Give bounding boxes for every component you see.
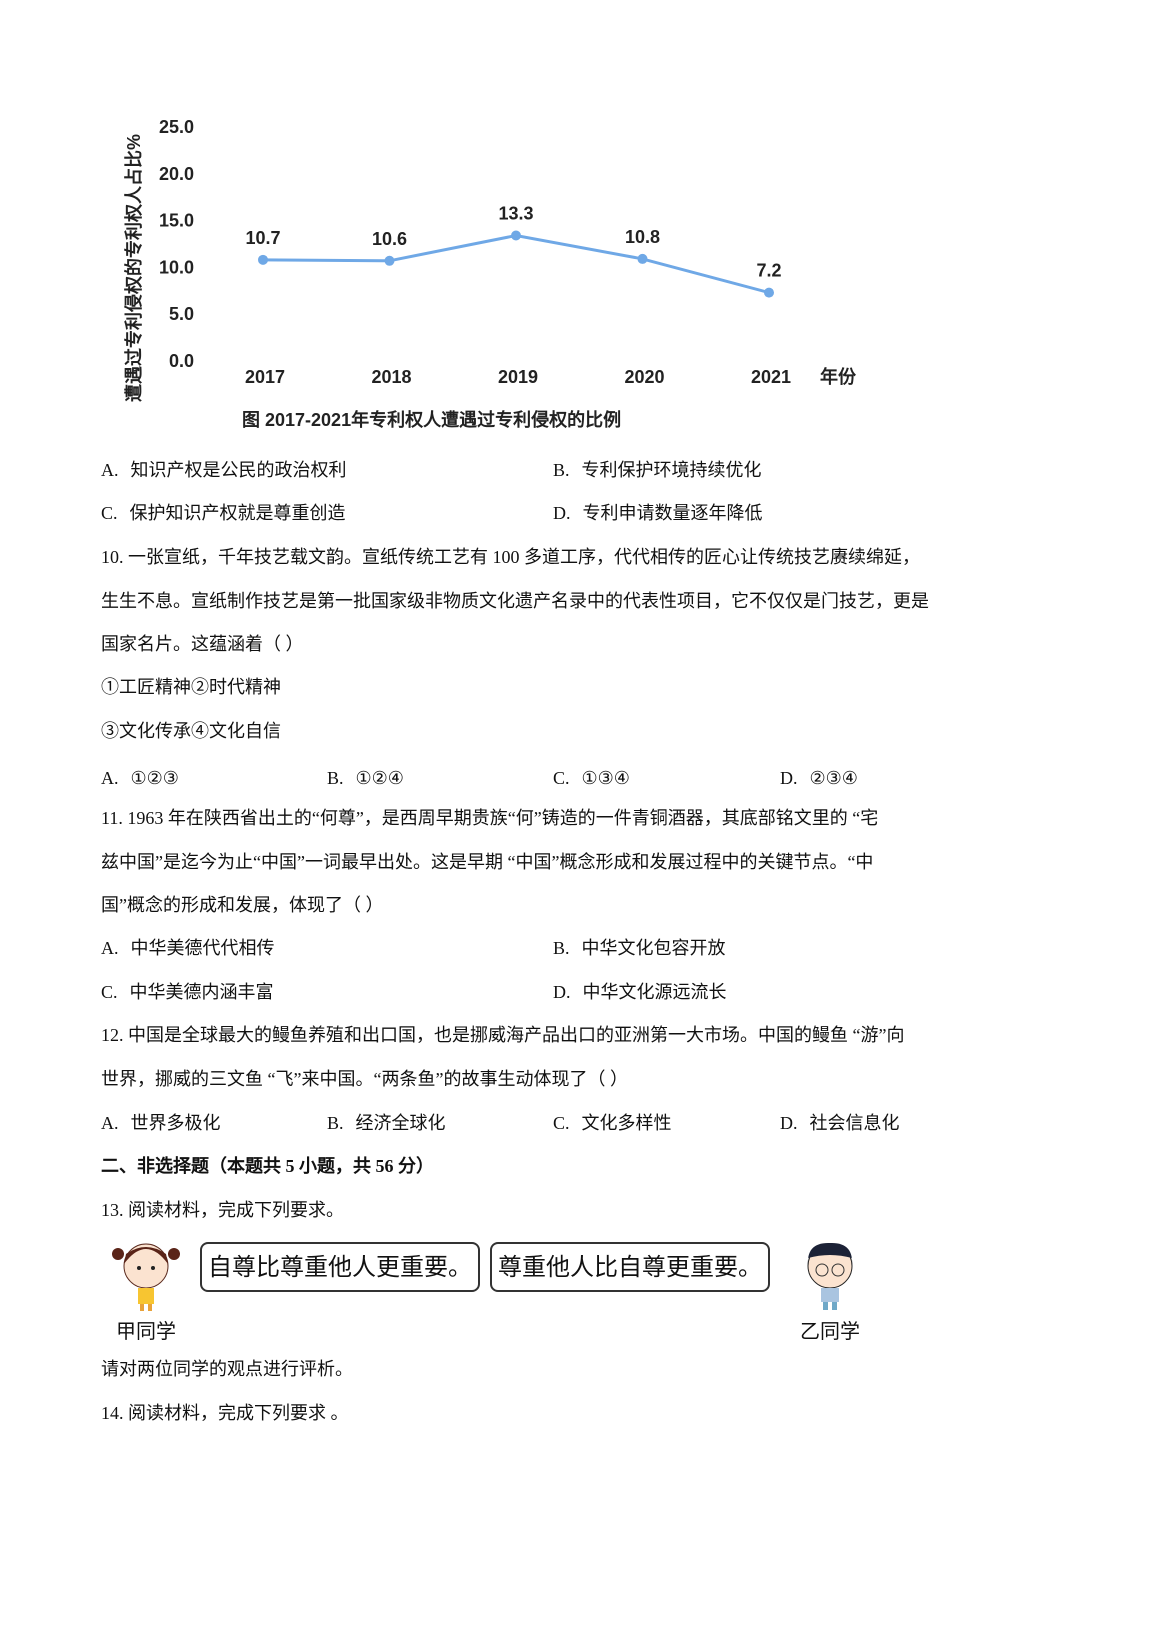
- y-tick-label: 15.0: [159, 211, 194, 231]
- x-tick-label: 2021: [751, 367, 791, 387]
- data-point: [384, 255, 395, 266]
- q10-line: 生生不息。宣纸制作技艺是第一批国家级非物质文化遗产名录中的代表性项目，它不仅仅是…: [101, 591, 929, 611]
- y-axis-label: 遭遇过专利侵权的专利权人占比%: [123, 134, 144, 402]
- girl-illustration: [112, 1243, 180, 1311]
- q12-option-d: D. 社会信息化: [780, 1113, 900, 1133]
- q10-option-c: C. ①③④: [553, 768, 630, 788]
- series-line: [262, 233, 770, 295]
- q12-line: 世界，挪威的三文鱼 “飞”来中国。“两条鱼”的故事生动体现了（ ）: [101, 1069, 628, 1089]
- y-tick-label: 0.0: [169, 351, 194, 371]
- section-heading: 二、非选择题（本题共 5 小题，共 56 分）: [101, 1156, 434, 1176]
- student-a-name: 甲同学: [116, 1319, 176, 1343]
- data-point: [764, 287, 774, 298]
- q10-line: 国家名片。这蕴涵着（ ）: [101, 634, 304, 654]
- q9-option-b: B. 专利保护环境持续优化: [553, 460, 762, 480]
- q13-prompt: 请对两位同学的观点进行评析。: [101, 1359, 353, 1379]
- q11-line: 兹中国”是迄今为止“中国”一词最早出处。这是早期 “中国”概念形成和发展过程中的…: [101, 852, 874, 872]
- q9-option-d: D. 专利申请数量逐年降低: [553, 503, 763, 523]
- data-label: 10.8: [625, 227, 660, 247]
- data-point: [511, 230, 521, 241]
- y-tick-label: 25.0: [159, 117, 194, 137]
- y-tick-label: 5.0: [169, 304, 194, 324]
- data-label: 13.3: [498, 204, 533, 224]
- x-tick-label: 2018: [371, 367, 411, 387]
- x-axis-label: 年份: [820, 366, 857, 387]
- q9-option-c: C. 保护知识产权就是尊重创造: [101, 503, 346, 523]
- q13-intro: 13. 阅读材料，完成下列要求。: [101, 1200, 344, 1220]
- q10-option-a: A. ①②③: [101, 768, 179, 788]
- x-tick-label: 2019: [498, 367, 538, 387]
- data-label: 7.2: [756, 261, 781, 281]
- q10-statements: ③文化传承④文化自信: [101, 721, 281, 741]
- y-tick-label: 20.0: [159, 164, 194, 184]
- q11-line: 国”概念的形成和发展，体现了（ ）: [101, 895, 384, 915]
- q11-line: 11. 1963 年在陕西省出土的“何尊”，是西周早期贵族“何”铸造的一件青铜酒…: [101, 808, 879, 828]
- speech-bubble-b: 尊重他人比自尊更重要。: [490, 1242, 770, 1292]
- q9-option-a: A. 知识产权是公民的政治权利: [101, 460, 347, 480]
- q12-option-b: B. 经济全球化: [327, 1113, 446, 1133]
- data-point: [258, 254, 268, 265]
- line-chart: 0.0 5.0 10.0 15.0 20.0 25.0 2017 2018 2019 2020 20…: [123, 117, 857, 430]
- student-b-name: 乙同学: [800, 1319, 860, 1343]
- x-tick-label: 2017: [245, 367, 285, 387]
- boy-illustration: [807, 1242, 853, 1310]
- q11-option-a: A. 中华美德代代相传: [101, 938, 275, 958]
- q11-option-b: B. 中华文化包容开放: [553, 938, 726, 958]
- q12-option-a: A. 世界多极化: [101, 1113, 221, 1133]
- q11-option-c: C. 中华美德内涵丰富: [101, 982, 274, 1002]
- q10-option-b: B. ①②④: [327, 768, 404, 788]
- q14-intro: 14. 阅读材料，完成下列要求 。: [101, 1403, 349, 1423]
- data-point: [637, 253, 648, 264]
- data-label: 10.7: [245, 228, 280, 248]
- data-label: 10.6: [372, 229, 407, 249]
- q10-line: 10. 一张宣纸，千年技艺载文韵。宣纸传统工艺有 100 多道工序，代代相传的匠…: [101, 547, 920, 567]
- q11-option-d: D. 中华文化源远流长: [553, 982, 727, 1002]
- q12-option-c: C. 文化多样性: [553, 1113, 672, 1133]
- q10-statements: ①工匠精神②时代精神: [101, 677, 281, 697]
- x-tick-label: 2020: [624, 367, 664, 387]
- y-tick-label: 10.0: [159, 257, 194, 277]
- chart-title: 图 2017-2021年专利权人遭遇过专利侵权的比例: [242, 409, 621, 430]
- q12-line: 12. 中国是全球最大的鳗鱼养殖和出口国，也是挪威海产品出口的亚洲第一大市场。中…: [101, 1025, 905, 1045]
- q10-option-d: D. ②③④: [780, 768, 858, 788]
- speech-bubble-a: 自尊比尊重他人更重要。: [200, 1242, 480, 1292]
